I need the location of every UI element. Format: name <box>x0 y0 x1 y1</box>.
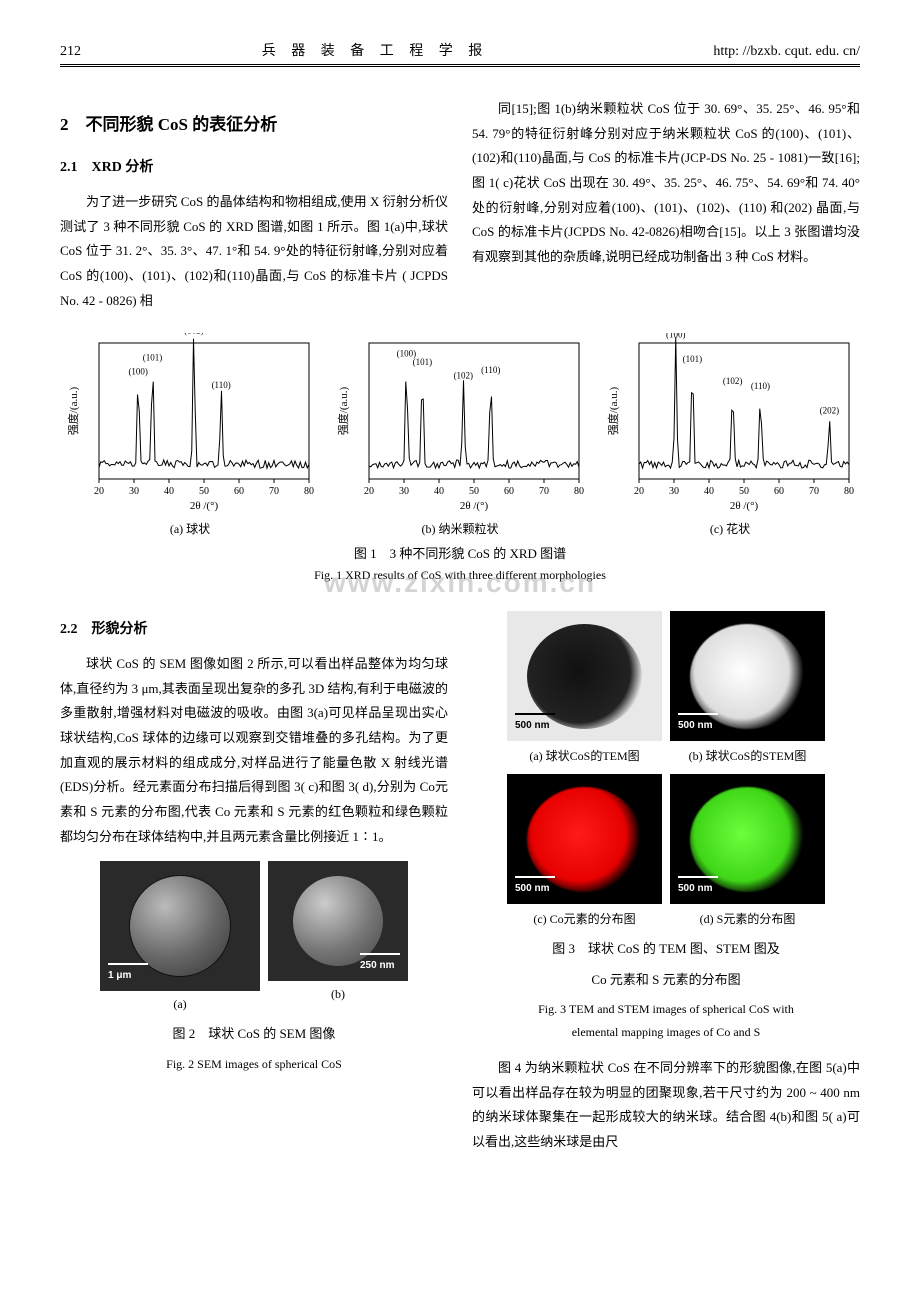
svg-text:40: 40 <box>164 486 174 497</box>
fig3-image-d: 500 nm <box>670 774 825 904</box>
svg-text:70: 70 <box>539 486 549 497</box>
svg-text:30: 30 <box>129 486 139 497</box>
xrd-chart-b: (100)(101)(102)(110)203040506070802θ /(°… <box>335 333 585 537</box>
section-2-2-para: 球状 CoS 的 SEM 图像如图 2 所示,可以看出样品整体为均匀球体,直径约… <box>60 652 448 850</box>
fig3-caption-cn-2: Co 元素和 S 元素的分布图 <box>472 968 860 993</box>
section-2-1-left-para: 为了进一步研究 CoS 的晶体结构和物相组成,使用 X 衍射分析仪测试了 3 种… <box>60 190 448 313</box>
svg-text:(102): (102) <box>184 333 204 335</box>
svg-text:强度/(a.u.): 强度/(a.u.) <box>606 387 620 436</box>
svg-text:50: 50 <box>199 486 209 497</box>
fig2-b-scale: 250 nm <box>360 953 400 975</box>
fig3-b-label: (b) 球状CoS的STEM图 <box>670 745 825 768</box>
fig2-caption-en: Fig. 2 SEM images of spherical CoS <box>60 1053 448 1076</box>
svg-text:30: 30 <box>399 486 409 497</box>
fig3-row-1: 500 nm 500 nm <box>472 611 860 741</box>
fig2-caption-cn: 图 2 球状 CoS 的 SEM 图像 <box>60 1022 448 1047</box>
fig1-xrd-row: (100) (101) (102) (110) 20 30 40 50 60 70 80 2θ /(°… <box>60 333 860 537</box>
svg-text:(101): (101) <box>143 353 163 363</box>
fig3-a-scale: 500 nm <box>515 713 555 735</box>
fig3-caption-cn-1: 图 3 球状 CoS 的 TEM 图、STEM 图及 <box>472 937 860 962</box>
svg-text:(102): (102) <box>454 371 474 381</box>
svg-text:60: 60 <box>774 486 784 497</box>
fig3-caption-en-2: elemental mapping images of Co and S <box>472 1021 860 1044</box>
fig1-caption-cn: 图 1 3 种不同形貌 CoS 的 XRD 图谱 <box>60 543 860 562</box>
svg-text:40: 40 <box>434 486 444 497</box>
svg-text:(100): (100) <box>666 333 686 340</box>
fig3-c-label: (c) Co元素的分布图 <box>507 908 662 931</box>
svg-text:(101): (101) <box>683 354 703 364</box>
xrd-a-caption: (a) 球状 <box>65 520 315 537</box>
svg-text:40: 40 <box>704 486 714 497</box>
svg-text:70: 70 <box>269 486 279 497</box>
fig2-row: 1 μm (a) 250 nm (b) <box>60 861 448 1016</box>
svg-text:(102): (102) <box>723 376 743 386</box>
section-2-1-heading: 2.1 XRD 分析 <box>60 155 448 182</box>
journal-title: 兵 器 装 备 工 程 学 报 <box>140 40 610 60</box>
fig3-image-a: 500 nm <box>507 611 662 741</box>
svg-text:(110): (110) <box>212 380 231 390</box>
svg-text:50: 50 <box>739 486 749 497</box>
right-bottom-para: 图 4 为纳米颗粒状 CoS 在不同分辨率下的形貌图像,在图 5(a)中可以看出… <box>472 1056 860 1155</box>
svg-text:70: 70 <box>809 486 819 497</box>
svg-text:80: 80 <box>574 486 584 497</box>
section-2-heading: 2 不同形貌 CoS 的表征分析 <box>60 109 448 141</box>
svg-text:20: 20 <box>94 486 104 497</box>
xrd-b-caption: (b) 纳米颗粒状 <box>335 520 585 537</box>
xrd-chart-a: (100) (101) (102) (110) 20 30 40 50 60 70 80 2θ /(°… <box>65 333 315 537</box>
svg-text:60: 60 <box>504 486 514 497</box>
svg-text:30: 30 <box>669 486 679 497</box>
fig3-caption-en-1: Fig. 3 TEM and STEM images of spherical … <box>472 998 860 1021</box>
svg-text:60: 60 <box>234 486 244 497</box>
svg-text:(110): (110) <box>481 365 500 375</box>
svg-text:2θ /(°): 2θ /(°) <box>730 500 759 512</box>
fig3-d-label: (d) S元素的分布图 <box>670 908 825 931</box>
fig3-image-b: 500 nm <box>670 611 825 741</box>
fig3-d-scale: 500 nm <box>678 876 718 898</box>
fig3-b-scale: 500 nm <box>678 713 718 735</box>
fig3-a-label: (a) 球状CoS的TEM图 <box>507 745 662 768</box>
page-header: 212 兵 器 装 备 工 程 学 报 http: //bzxb. cqut. … <box>60 40 860 67</box>
fig2-image-b: 250 nm <box>268 861 408 981</box>
fig3-row-2: 500 nm 500 nm <box>472 774 860 904</box>
watermark-text: www.zixin.com.cn <box>60 567 860 599</box>
fig2-a-label: (a) <box>100 993 260 1016</box>
svg-text:2θ /(°): 2θ /(°) <box>460 500 489 512</box>
fig3-image-c: 500 nm <box>507 774 662 904</box>
xrd-chart-c: (100) (101) (102) (110) (202) 20 30 40 50 60 70 80 2… <box>605 333 855 537</box>
fig3-c-scale: 500 nm <box>515 876 555 898</box>
svg-text:强度/(a.u.): 强度/(a.u.) <box>66 387 80 436</box>
section-2-2-heading: 2.2 形貌分析 <box>60 617 448 644</box>
fig2-a-scale: 1 μm <box>108 963 148 985</box>
svg-text:80: 80 <box>304 486 314 497</box>
journal-url: http: //bzxb. cqut. edu. cn/ <box>610 44 860 60</box>
section-2-1-right-para: 同[15];图 1(b)纳米颗粒状 CoS 位于 30. 69°、35. 25°… <box>472 97 860 270</box>
fig2-b-label: (b) <box>268 983 408 1006</box>
svg-text:20: 20 <box>634 486 644 497</box>
svg-text:(100): (100) <box>128 367 148 377</box>
svg-text:(110): (110) <box>751 382 770 392</box>
svg-text:2θ /(°): 2θ /(°) <box>190 500 219 512</box>
svg-text:(101): (101) <box>413 357 433 367</box>
xrd-c-caption: (c) 花状 <box>605 520 855 537</box>
fig2-image-a: 1 μm <box>100 861 260 991</box>
svg-text:20: 20 <box>364 486 374 497</box>
svg-text:80: 80 <box>844 486 854 497</box>
svg-text:(202): (202) <box>820 406 840 416</box>
svg-text:50: 50 <box>469 486 479 497</box>
svg-text:强度/(a.u.): 强度/(a.u.) <box>336 387 350 436</box>
page-number: 212 <box>60 44 140 60</box>
